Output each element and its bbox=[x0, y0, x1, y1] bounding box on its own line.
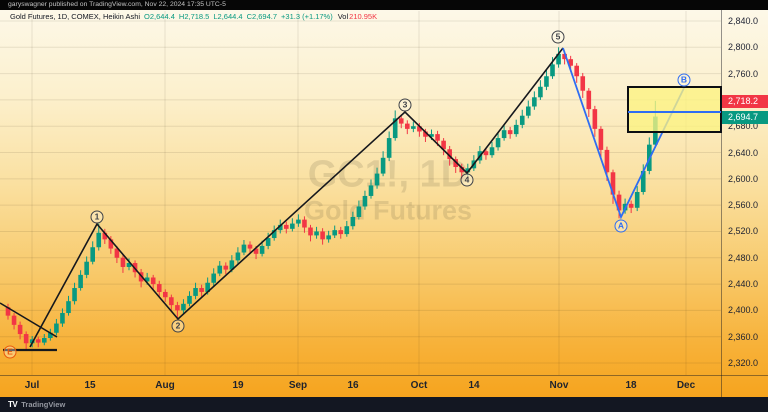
time-tick-label: Oct bbox=[410, 380, 428, 391]
price-tick-label: 2,640.0 bbox=[728, 147, 759, 158]
price-tick-label: 2,600.0 bbox=[728, 173, 759, 184]
chart-plot-area[interactable] bbox=[0, 11, 721, 375]
price-tick-label: 2,440.0 bbox=[728, 279, 759, 290]
price-tick-label: 2,360.0 bbox=[728, 331, 759, 342]
price-tick-label: 2,480.0 bbox=[728, 252, 759, 263]
publish-info-bar: garyswagner published on TradingView.com… bbox=[0, 0, 768, 10]
time-tick-label: 18 bbox=[625, 380, 637, 391]
time-tick-label: 15 bbox=[84, 380, 96, 391]
price-tick-label: 2,400.0 bbox=[728, 305, 759, 316]
price-axis-separator bbox=[721, 10, 722, 397]
price-tick-label: 2,800.0 bbox=[728, 42, 759, 53]
time-axis-separator bbox=[0, 375, 768, 376]
pre-wave-downtrend-line bbox=[0, 302, 58, 338]
publish-info-text: garyswagner published on TradingView.com… bbox=[8, 1, 226, 8]
price-axis[interactable]: 2,840.0 2,800.0 2,760.0 2,680.0 2,640.0 2,600… bbox=[721, 11, 768, 375]
price-tick-label: 2,760.0 bbox=[728, 68, 759, 79]
legend-ohlc-part: C2,694.7 bbox=[246, 12, 278, 21]
impulse-zigzag bbox=[29, 47, 564, 348]
price-axis-callout: 2,694.7 bbox=[722, 110, 768, 124]
price-tick-label: 2,680.0 bbox=[728, 121, 759, 132]
time-tick-label: 14 bbox=[468, 380, 480, 391]
price-tick-label: 2,320.0 bbox=[728, 357, 759, 368]
legend-volume-value: 210.95K bbox=[349, 12, 378, 21]
tradingview-logo-icon[interactable]: TV bbox=[8, 400, 18, 409]
chart-background bbox=[0, 10, 768, 397]
legend-ohlc-part: L2,644.4 bbox=[213, 12, 243, 21]
time-tick-label: Sep bbox=[288, 380, 308, 391]
legend-symbol-title: Gold Futures, 1D, COMEX, Heikin Ashi bbox=[10, 12, 141, 21]
legend-ohlc-part: +31.3 (+1.17%) bbox=[281, 12, 333, 21]
chart-legend: Gold Futures, 1D, COMEX, Heikin Ashi O2,6… bbox=[10, 12, 377, 21]
price-tick-label: 2,840.0 bbox=[728, 16, 759, 26]
price-tick-label: 2,560.0 bbox=[728, 200, 759, 211]
legend-volume-label: Vol bbox=[337, 12, 349, 21]
time-tick-label: Jul bbox=[24, 380, 40, 391]
legend-ohlc-part: H2,718.5 bbox=[178, 12, 210, 21]
time-tick-label: 19 bbox=[232, 380, 244, 391]
time-tick-label: 16 bbox=[347, 380, 359, 391]
price-tick-label: 2,520.0 bbox=[728, 226, 759, 237]
tradingview-logo-text[interactable]: TradingView bbox=[21, 400, 66, 409]
time-tick-label: Dec bbox=[676, 380, 696, 391]
time-axis[interactable]: Jul 15 Aug 19 Sep 16 Oct 14 Nov 18 Dec bbox=[0, 375, 768, 397]
price-axis-callout: 2,718.2 bbox=[722, 94, 768, 108]
legend-ohlc-part: O2,644.4 bbox=[144, 12, 175, 21]
legend-ohlc-values: O2,644.4 H2,718.5 L2,644.4 C2,694.7 +31.3 (+… bbox=[140, 12, 333, 21]
time-tick-label: Aug bbox=[155, 380, 175, 391]
tradingview-footer-bar: TV TradingView bbox=[0, 397, 768, 412]
target-zone-box bbox=[627, 86, 722, 133]
time-tick-label: Nov bbox=[549, 380, 569, 391]
